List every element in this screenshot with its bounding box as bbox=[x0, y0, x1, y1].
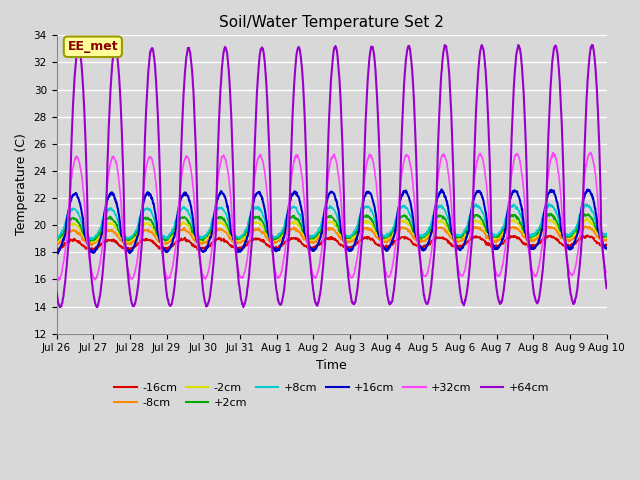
+64cm bbox=[298, 62, 305, 68]
+8cm bbox=[88, 237, 95, 242]
+8cm bbox=[308, 235, 316, 241]
+16cm bbox=[438, 187, 445, 192]
-8cm bbox=[582, 223, 589, 229]
Line: +32cm: +32cm bbox=[56, 153, 607, 280]
+16cm bbox=[118, 233, 125, 239]
-8cm bbox=[603, 237, 611, 243]
+8cm bbox=[287, 206, 294, 212]
-2cm bbox=[95, 234, 103, 240]
+32cm bbox=[55, 277, 63, 283]
+2cm bbox=[308, 235, 316, 240]
+32cm bbox=[366, 152, 374, 158]
-8cm bbox=[366, 226, 374, 231]
+8cm bbox=[603, 232, 611, 238]
+2cm bbox=[366, 216, 374, 222]
+32cm bbox=[52, 275, 60, 280]
-16cm bbox=[583, 232, 591, 238]
-2cm bbox=[366, 220, 374, 226]
+16cm bbox=[603, 245, 611, 251]
Line: -16cm: -16cm bbox=[56, 235, 607, 251]
+8cm bbox=[95, 228, 103, 233]
Y-axis label: Temperature (C): Temperature (C) bbox=[15, 133, 28, 236]
-8cm bbox=[52, 241, 60, 247]
+64cm bbox=[287, 179, 294, 184]
-16cm bbox=[298, 240, 305, 246]
+2cm bbox=[287, 215, 294, 221]
-2cm bbox=[125, 240, 132, 245]
+32cm bbox=[287, 183, 294, 189]
-16cm bbox=[124, 248, 132, 253]
-16cm bbox=[118, 244, 125, 250]
+8cm bbox=[298, 217, 305, 223]
-16cm bbox=[287, 237, 294, 243]
Line: +16cm: +16cm bbox=[56, 190, 607, 253]
+2cm bbox=[87, 238, 95, 244]
+8cm bbox=[545, 201, 553, 206]
-2cm bbox=[298, 228, 305, 234]
-8cm bbox=[87, 242, 95, 248]
+64cm bbox=[118, 130, 125, 135]
+64cm bbox=[441, 42, 449, 48]
-2cm bbox=[584, 215, 591, 221]
+32cm bbox=[95, 264, 103, 270]
+64cm bbox=[308, 272, 316, 278]
+8cm bbox=[52, 236, 60, 242]
-16cm bbox=[308, 245, 316, 251]
X-axis label: Time: Time bbox=[316, 359, 347, 372]
-16cm bbox=[366, 235, 374, 241]
Line: +8cm: +8cm bbox=[56, 204, 607, 240]
Line: +2cm: +2cm bbox=[56, 214, 607, 241]
-8cm bbox=[308, 240, 316, 245]
+16cm bbox=[95, 239, 103, 244]
+16cm bbox=[308, 246, 316, 252]
+32cm bbox=[308, 266, 316, 272]
+64cm bbox=[52, 289, 60, 295]
+16cm bbox=[366, 190, 374, 196]
-16cm bbox=[603, 243, 611, 249]
+16cm bbox=[52, 250, 60, 255]
Legend: -16cm, -8cm, -2cm, +2cm, +8cm, +16cm, +32cm, +64cm: -16cm, -8cm, -2cm, +2cm, +8cm, +16cm, +3… bbox=[110, 378, 553, 412]
+32cm bbox=[118, 213, 125, 218]
Title: Soil/Water Temperature Set 2: Soil/Water Temperature Set 2 bbox=[219, 15, 444, 30]
+32cm bbox=[603, 269, 611, 275]
-8cm bbox=[118, 238, 125, 244]
Line: -2cm: -2cm bbox=[56, 218, 607, 242]
+8cm bbox=[366, 205, 374, 211]
-8cm bbox=[287, 226, 294, 232]
+32cm bbox=[587, 150, 595, 156]
+2cm bbox=[603, 231, 611, 237]
+16cm bbox=[287, 197, 294, 203]
-2cm bbox=[118, 234, 125, 240]
+16cm bbox=[54, 251, 62, 256]
+2cm bbox=[118, 231, 125, 237]
+64cm bbox=[56, 304, 63, 310]
-2cm bbox=[308, 237, 316, 243]
+2cm bbox=[95, 232, 103, 238]
+64cm bbox=[366, 51, 374, 57]
+2cm bbox=[298, 225, 305, 230]
+2cm bbox=[52, 236, 60, 242]
-16cm bbox=[95, 243, 103, 249]
-8cm bbox=[95, 236, 103, 242]
+2cm bbox=[545, 211, 552, 216]
+8cm bbox=[118, 229, 125, 235]
+64cm bbox=[603, 285, 611, 291]
+32cm bbox=[298, 172, 305, 178]
-16cm bbox=[52, 245, 60, 251]
Text: EE_met: EE_met bbox=[68, 40, 118, 53]
Line: -8cm: -8cm bbox=[56, 226, 607, 245]
-8cm bbox=[298, 233, 305, 239]
+16cm bbox=[298, 208, 305, 214]
-2cm bbox=[287, 220, 294, 226]
-2cm bbox=[52, 237, 60, 243]
Line: +64cm: +64cm bbox=[56, 45, 607, 307]
+64cm bbox=[95, 295, 103, 300]
-2cm bbox=[603, 235, 611, 240]
